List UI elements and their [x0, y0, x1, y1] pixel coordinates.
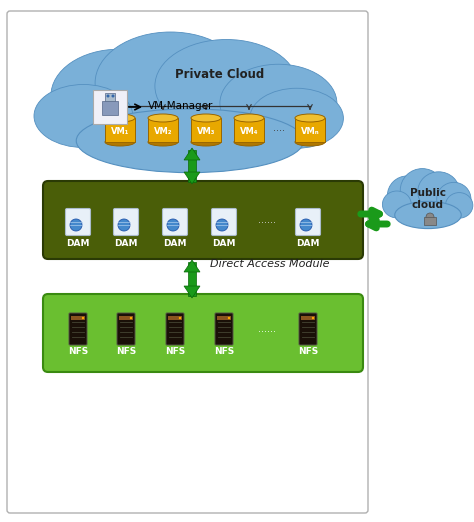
- Text: ....: ....: [273, 123, 285, 133]
- Bar: [295, 118, 325, 142]
- Bar: [301, 316, 315, 320]
- Ellipse shape: [300, 219, 312, 231]
- Text: NFS: NFS: [165, 348, 185, 357]
- Bar: [102, 101, 118, 115]
- Ellipse shape: [105, 138, 135, 146]
- Ellipse shape: [295, 138, 325, 146]
- Text: Private Cloud: Private Cloud: [175, 67, 264, 80]
- Polygon shape: [188, 150, 196, 182]
- FancyBboxPatch shape: [7, 11, 368, 513]
- Polygon shape: [184, 286, 200, 298]
- Circle shape: [426, 213, 434, 221]
- Ellipse shape: [148, 138, 178, 146]
- Text: ......: ......: [258, 215, 276, 225]
- Text: Public
cloud: Public cloud: [410, 188, 446, 210]
- Circle shape: [130, 317, 132, 319]
- FancyBboxPatch shape: [166, 313, 184, 345]
- Text: VM₁: VM₁: [111, 127, 129, 136]
- Ellipse shape: [437, 182, 471, 216]
- Text: VMₙ: VMₙ: [301, 127, 319, 136]
- Bar: [424, 217, 436, 225]
- Text: VM₃: VM₃: [197, 127, 215, 136]
- Ellipse shape: [148, 114, 178, 122]
- Ellipse shape: [70, 219, 82, 231]
- Text: VM-Manager: VM-Manager: [148, 101, 213, 111]
- Bar: [217, 316, 231, 320]
- Polygon shape: [188, 262, 196, 296]
- Ellipse shape: [400, 169, 444, 212]
- FancyBboxPatch shape: [69, 313, 87, 345]
- FancyBboxPatch shape: [65, 208, 91, 235]
- Text: Direct Access Module: Direct Access Module: [210, 259, 330, 269]
- FancyBboxPatch shape: [163, 208, 188, 235]
- Polygon shape: [184, 260, 200, 272]
- FancyBboxPatch shape: [93, 90, 127, 124]
- Bar: [105, 93, 115, 101]
- FancyBboxPatch shape: [117, 313, 135, 345]
- Bar: [168, 316, 182, 320]
- Text: VM₄: VM₄: [240, 127, 258, 136]
- FancyBboxPatch shape: [299, 313, 317, 345]
- FancyBboxPatch shape: [295, 208, 320, 235]
- Circle shape: [82, 317, 84, 319]
- Ellipse shape: [155, 40, 298, 133]
- Circle shape: [179, 317, 181, 319]
- FancyBboxPatch shape: [113, 208, 138, 235]
- Bar: [234, 118, 264, 142]
- Ellipse shape: [118, 219, 130, 231]
- Polygon shape: [184, 148, 200, 160]
- Ellipse shape: [295, 114, 325, 122]
- Ellipse shape: [394, 193, 462, 228]
- Text: DAM: DAM: [163, 240, 187, 248]
- Ellipse shape: [105, 114, 135, 122]
- Text: DAM: DAM: [66, 240, 90, 248]
- Bar: [191, 118, 221, 142]
- Text: DAM: DAM: [296, 240, 320, 248]
- Text: DAM: DAM: [212, 240, 236, 248]
- Ellipse shape: [446, 193, 473, 218]
- Circle shape: [111, 94, 115, 98]
- Ellipse shape: [191, 138, 221, 146]
- Circle shape: [228, 317, 230, 319]
- Ellipse shape: [220, 64, 337, 143]
- Ellipse shape: [51, 49, 186, 143]
- Circle shape: [312, 317, 314, 319]
- FancyBboxPatch shape: [43, 294, 363, 372]
- Text: NFS: NFS: [68, 348, 88, 357]
- Ellipse shape: [76, 109, 304, 173]
- Ellipse shape: [250, 88, 343, 148]
- Circle shape: [107, 94, 109, 98]
- Text: NFS: NFS: [214, 348, 234, 357]
- Text: VM₂: VM₂: [154, 127, 172, 136]
- Ellipse shape: [167, 219, 179, 231]
- Text: NFS: NFS: [116, 348, 136, 357]
- Polygon shape: [184, 172, 200, 184]
- Ellipse shape: [191, 114, 221, 122]
- Bar: [148, 118, 178, 142]
- Ellipse shape: [395, 201, 461, 229]
- Text: NFS: NFS: [298, 348, 318, 357]
- Ellipse shape: [234, 114, 264, 122]
- Bar: [71, 316, 85, 320]
- Text: DAM: DAM: [114, 240, 138, 248]
- FancyBboxPatch shape: [211, 208, 237, 235]
- Ellipse shape: [95, 32, 246, 134]
- Ellipse shape: [73, 88, 307, 171]
- Ellipse shape: [234, 138, 264, 146]
- FancyBboxPatch shape: [43, 181, 363, 259]
- Ellipse shape: [216, 219, 228, 231]
- Ellipse shape: [383, 191, 411, 218]
- Bar: [105, 118, 135, 142]
- Ellipse shape: [387, 176, 427, 216]
- Bar: [119, 316, 133, 320]
- FancyBboxPatch shape: [215, 313, 233, 345]
- Ellipse shape: [34, 85, 133, 148]
- Text: ......: ......: [258, 324, 276, 334]
- Ellipse shape: [418, 172, 459, 211]
